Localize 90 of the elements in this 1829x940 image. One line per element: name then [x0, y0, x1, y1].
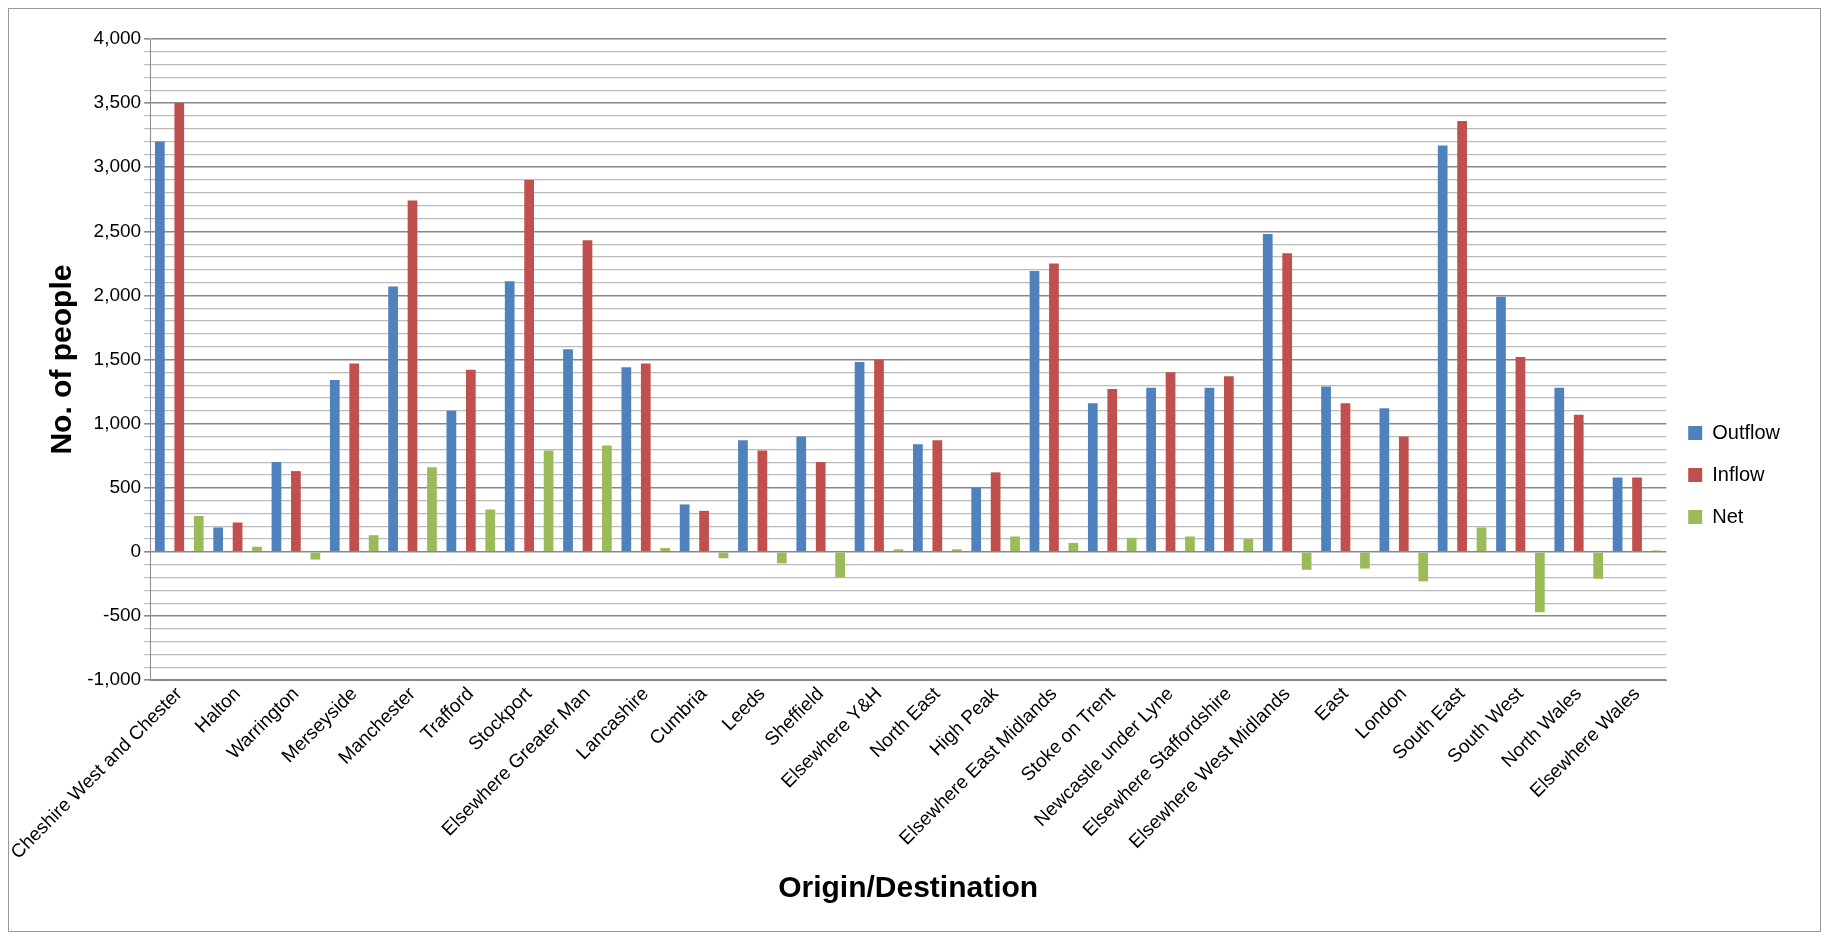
bar — [815, 462, 826, 552]
y-tick-label: -1,000 — [87, 668, 142, 690]
bar — [1593, 552, 1604, 579]
bar — [796, 436, 807, 552]
bar — [776, 552, 787, 564]
bar — [504, 281, 515, 552]
bar — [738, 440, 748, 552]
bar — [524, 180, 534, 552]
bar — [1165, 372, 1176, 552]
y-axis-title: No. of people — [43, 264, 77, 455]
y-tick-label: 1,000 — [93, 411, 142, 433]
bar — [757, 450, 768, 552]
bar — [213, 527, 224, 552]
bar — [1437, 145, 1448, 552]
bar — [1243, 539, 1254, 552]
bar — [835, 552, 845, 578]
bar — [1107, 389, 1118, 552]
bar — [252, 546, 262, 552]
bar — [368, 535, 379, 552]
bar — [1418, 552, 1429, 582]
bar — [1398, 436, 1409, 552]
bar — [1457, 121, 1467, 552]
bar — [407, 200, 418, 552]
y-tick-label: 500 — [109, 476, 142, 497]
bar — [1379, 408, 1390, 552]
bar — [1496, 296, 1506, 552]
x-axis-title: Origin/Destination — [778, 870, 1039, 904]
bar — [1068, 542, 1079, 552]
bar — [913, 444, 923, 552]
bar — [1340, 403, 1351, 552]
bar — [1126, 537, 1137, 552]
bar — [193, 515, 204, 552]
bar — [232, 522, 243, 552]
bar — [271, 462, 282, 552]
bar — [329, 380, 340, 552]
bar — [446, 410, 457, 552]
bar — [291, 471, 301, 552]
bar — [1515, 356, 1526, 552]
bar — [1321, 386, 1331, 552]
y-tick-label: 4,000 — [93, 27, 142, 49]
bar — [679, 504, 690, 552]
bar — [660, 548, 671, 552]
legend-label: Outflow — [1712, 420, 1781, 443]
y-tick-label: 0 — [130, 540, 142, 562]
bar — [174, 103, 185, 552]
bar — [543, 450, 554, 552]
bar — [621, 367, 632, 552]
bar — [1262, 233, 1273, 552]
bar — [1612, 477, 1623, 552]
bar — [1632, 477, 1642, 552]
bar — [932, 440, 943, 552]
bar — [1476, 527, 1487, 552]
bar — [427, 467, 437, 552]
bar — [1535, 552, 1545, 613]
bar — [1301, 552, 1312, 570]
bar — [388, 286, 398, 552]
legend-label: Inflow — [1712, 462, 1765, 485]
bar — [582, 240, 593, 552]
bar — [1224, 376, 1234, 552]
bar — [971, 487, 982, 552]
bar — [485, 509, 496, 552]
bar — [1029, 271, 1040, 552]
bar — [1573, 414, 1584, 552]
bar — [990, 472, 1001, 552]
y-tick-label: 3,000 — [93, 155, 142, 177]
bar — [854, 362, 865, 552]
bar — [602, 445, 612, 552]
bar — [465, 369, 476, 552]
legend-label: Net — [1712, 504, 1744, 527]
bar — [1554, 387, 1565, 552]
bar — [1146, 387, 1156, 552]
bar — [1282, 253, 1293, 552]
bar — [1049, 263, 1059, 552]
y-tick-label: 3,500 — [93, 91, 142, 113]
bar — [349, 363, 360, 552]
bar — [310, 552, 321, 560]
bar — [1204, 387, 1215, 552]
bar — [640, 363, 651, 552]
bar — [1087, 403, 1098, 552]
bar — [563, 349, 573, 552]
bar — [154, 141, 165, 552]
y-tick-label: 2,000 — [93, 283, 142, 305]
y-tick-label: 1,500 — [93, 347, 142, 369]
bar — [699, 510, 709, 552]
bar — [1010, 536, 1020, 552]
bar — [1185, 536, 1195, 552]
y-tick-label: -500 — [103, 604, 142, 626]
y-tick-label: 2,500 — [93, 219, 142, 241]
bar — [874, 359, 884, 552]
bar — [1360, 552, 1370, 569]
